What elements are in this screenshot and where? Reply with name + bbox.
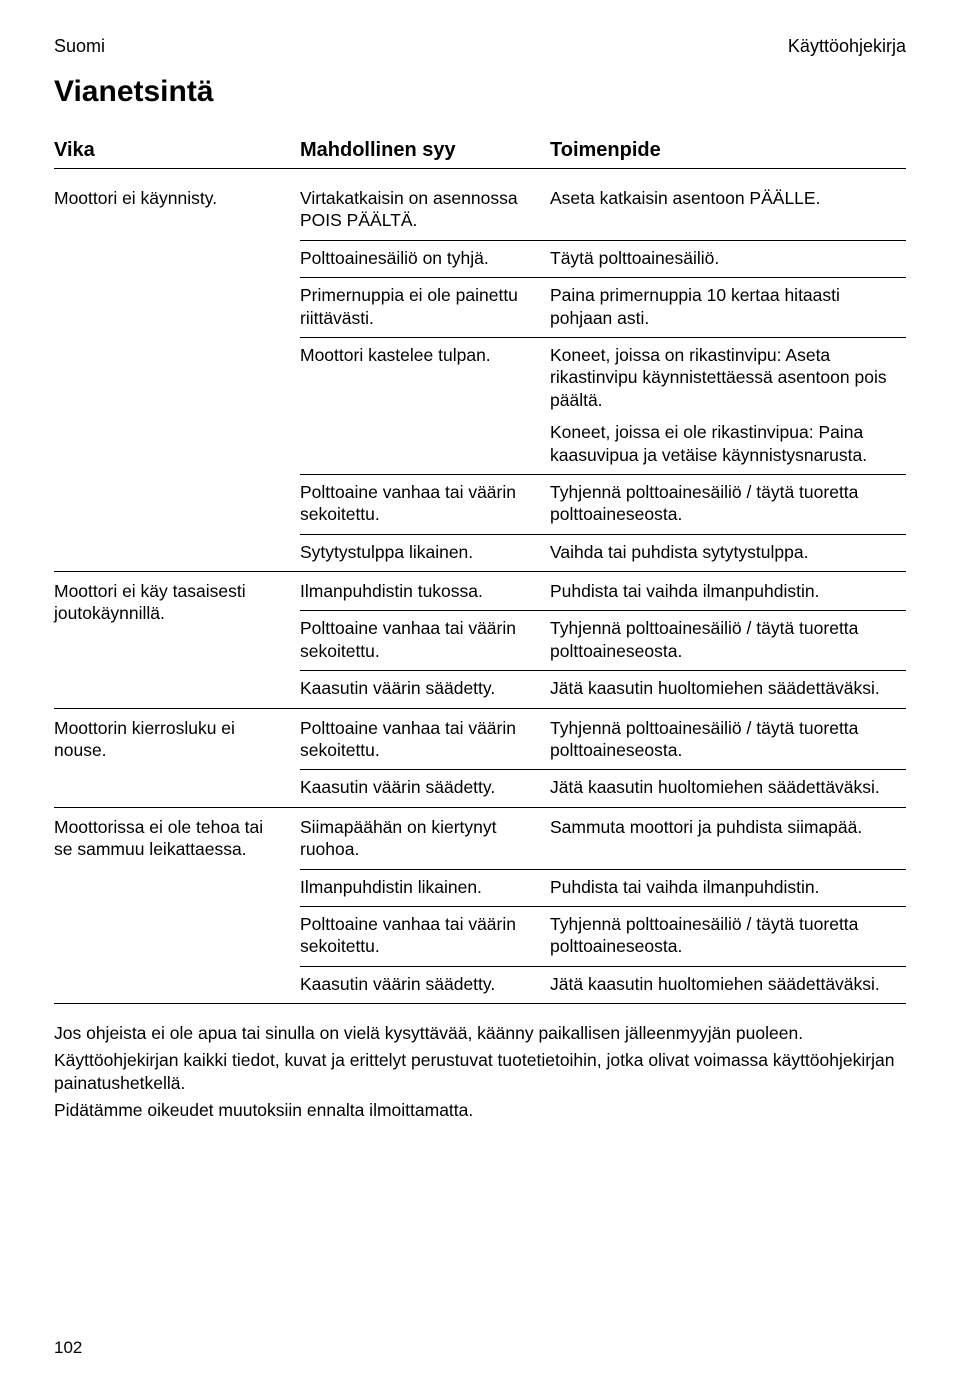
remedy-cell: Puhdista tai vaihda ilmanpuhdistin. — [550, 876, 906, 898]
cause-cell: Polttoainesäiliö on tyhjä. — [300, 247, 550, 269]
cause-row: Polttoaine vanhaa tai väärin sekoitettu.… — [300, 907, 906, 967]
cause-row: Siimapäähän on kiertynyt ruohoa.Sammuta … — [300, 810, 906, 870]
remedy-text: Tyhjennä polttoainesäiliö / täytä tuoret… — [550, 717, 906, 762]
fault-block: Moottorin kierrosluku ei nouse.Polttoain… — [54, 709, 906, 808]
cause-cell: Polttoaine vanhaa tai väärin sekoitettu. — [300, 913, 550, 958]
table-header-row: Vika Mahdollinen syy Toimenpide — [54, 139, 906, 169]
cause-cell: Moottori kastelee tulpan. — [300, 344, 550, 466]
cause-rows: Polttoaine vanhaa tai väärin sekoitettu.… — [300, 711, 906, 807]
troubleshooting-table: Moottori ei käynnisty.Virtakatkaisin on … — [54, 179, 906, 1004]
remedy-cell: Puhdista tai vaihda ilmanpuhdistin. — [550, 580, 906, 602]
footer-line: Jos ohjeista ei ole apua tai sinulla on … — [54, 1022, 906, 1045]
cause-row: Kaasutin väärin säädetty.Jätä kaasutin h… — [300, 770, 906, 806]
col-header-remedy: Toimenpide — [550, 139, 906, 162]
cause-rows: Ilmanpuhdistin tukossa.Puhdista tai vaih… — [300, 574, 906, 708]
cause-cell: Polttoaine vanhaa tai väärin sekoitettu. — [300, 481, 550, 526]
remedy-text: Jätä kaasutin huoltomiehen säädettäväksi… — [550, 776, 906, 798]
cause-row: Ilmanpuhdistin likainen.Puhdista tai vai… — [300, 870, 906, 907]
fault-block: Moottori ei käynnisty.Virtakatkaisin on … — [54, 179, 906, 572]
cause-cell: Sytytystulppa likainen. — [300, 541, 550, 563]
remedy-cell: Jätä kaasutin huoltomiehen säädettäväksi… — [550, 973, 906, 995]
page-number: 102 — [54, 1338, 82, 1358]
remedy-cell: Koneet, joissa on rikastinvipu: Aseta ri… — [550, 344, 906, 466]
fault-block: Moottori ei käy tasaisesti joutokäynnill… — [54, 572, 906, 709]
remedy-text: Jätä kaasutin huoltomiehen säädettäväksi… — [550, 973, 906, 995]
remedy-cell: Tyhjennä polttoainesäiliö / täytä tuoret… — [550, 481, 906, 526]
remedy-cell: Aseta katkaisin asentoon PÄÄLLE. — [550, 187, 906, 232]
footer-line: Käyttöohjekirjan kaikki tiedot, kuvat ja… — [54, 1049, 906, 1095]
cause-row: Polttoaine vanhaa tai väärin sekoitettu.… — [300, 711, 906, 771]
col-header-cause: Mahdollinen syy — [300, 139, 550, 162]
remedy-text: Koneet, joissa on rikastinvipu: Aseta ri… — [550, 344, 906, 411]
cause-row: Kaasutin väärin säädetty.Jätä kaasutin h… — [300, 671, 906, 707]
remedy-text: Vaihda tai puhdista sytytystulppa. — [550, 541, 906, 563]
cause-cell: Kaasutin väärin säädetty. — [300, 776, 550, 798]
footer-line: Pidätämme oikeudet muutoksiin ennalta il… — [54, 1099, 906, 1122]
remedy-cell: Paina primernuppia 10 kertaa hitaasti po… — [550, 284, 906, 329]
cause-cell: Virtakatkaisin on asennossa POIS PÄÄLTÄ. — [300, 187, 550, 232]
remedy-text: Sammuta moottori ja puhdista siimapää. — [550, 816, 906, 838]
cause-row: Primernuppia ei ole painettu riittävästi… — [300, 278, 906, 338]
remedy-cell: Vaihda tai puhdista sytytystulppa. — [550, 541, 906, 563]
cause-row: Sytytystulppa likainen.Vaihda tai puhdis… — [300, 535, 906, 571]
cause-cell: Siimapäähän on kiertynyt ruohoa. — [300, 816, 550, 861]
cause-row: Virtakatkaisin on asennossa POIS PÄÄLTÄ.… — [300, 181, 906, 241]
remedy-cell: Jätä kaasutin huoltomiehen säädettäväksi… — [550, 677, 906, 699]
cause-row: Kaasutin väärin säädetty.Jätä kaasutin h… — [300, 967, 906, 1003]
remedy-text: Tyhjennä polttoainesäiliö / täytä tuoret… — [550, 617, 906, 662]
cause-row: Polttoaine vanhaa tai väärin sekoitettu.… — [300, 611, 906, 671]
remedy-cell: Täytä polttoainesäiliö. — [550, 247, 906, 269]
footer-notes: Jos ohjeista ei ole apua tai sinulla on … — [54, 1022, 906, 1122]
cause-row: Polttoainesäiliö on tyhjä.Täytä polttoai… — [300, 241, 906, 278]
cause-cell: Ilmanpuhdistin tukossa. — [300, 580, 550, 602]
cause-rows: Virtakatkaisin on asennossa POIS PÄÄLTÄ.… — [300, 181, 906, 571]
remedy-text: Aseta katkaisin asentoon PÄÄLLE. — [550, 187, 906, 209]
remedy-text: Täytä polttoainesäiliö. — [550, 247, 906, 269]
running-header: Suomi Käyttöohjekirja — [54, 36, 906, 57]
cause-cell: Ilmanpuhdistin likainen. — [300, 876, 550, 898]
cause-cell: Polttoaine vanhaa tai väärin sekoitettu. — [300, 617, 550, 662]
cause-cell: Kaasutin väärin säädetty. — [300, 973, 550, 995]
fault-block: Moottorissa ei ole tehoa tai se sammuu l… — [54, 808, 906, 1004]
remedy-cell: Jätä kaasutin huoltomiehen säädettäväksi… — [550, 776, 906, 798]
remedy-cell: Sammuta moottori ja puhdista siimapää. — [550, 816, 906, 861]
remedy-text: Tyhjennä polttoainesäiliö / täytä tuoret… — [550, 481, 906, 526]
header-left: Suomi — [54, 36, 105, 57]
remedy-text: Puhdista tai vaihda ilmanpuhdistin. — [550, 876, 906, 898]
remedy-cell: Tyhjennä polttoainesäiliö / täytä tuoret… — [550, 913, 906, 958]
cause-cell: Polttoaine vanhaa tai väärin sekoitettu. — [300, 717, 550, 762]
remedy-cell: Tyhjennä polttoainesäiliö / täytä tuoret… — [550, 717, 906, 762]
remedy-text: Tyhjennä polttoainesäiliö / täytä tuoret… — [550, 913, 906, 958]
remedy-text: Jätä kaasutin huoltomiehen säädettäväksi… — [550, 677, 906, 699]
col-header-fault: Vika — [54, 139, 300, 162]
fault-label: Moottori ei käy tasaisesti joutokäynnill… — [54, 574, 300, 708]
cause-row: Polttoaine vanhaa tai väärin sekoitettu.… — [300, 475, 906, 535]
remedy-text: Puhdista tai vaihda ilmanpuhdistin. — [550, 580, 906, 602]
cause-rows: Siimapäähän on kiertynyt ruohoa.Sammuta … — [300, 810, 906, 1003]
remedy-cell: Tyhjennä polttoainesäiliö / täytä tuoret… — [550, 617, 906, 662]
header-right: Käyttöohjekirja — [788, 36, 906, 57]
page: Suomi Käyttöohjekirja Vianetsintä Vika M… — [0, 0, 960, 1386]
fault-label: Moottorin kierrosluku ei nouse. — [54, 711, 300, 807]
cause-cell: Primernuppia ei ole painettu riittävästi… — [300, 284, 550, 329]
cause-cell: Kaasutin väärin säädetty. — [300, 677, 550, 699]
remedy-text: Koneet, joissa ei ole rikastinvipua: Pai… — [550, 421, 906, 466]
fault-label: Moottorissa ei ole tehoa tai se sammuu l… — [54, 810, 300, 1003]
remedy-text: Paina primernuppia 10 kertaa hitaasti po… — [550, 284, 906, 329]
fault-label: Moottori ei käynnisty. — [54, 181, 300, 571]
page-title: Vianetsintä — [54, 75, 906, 109]
cause-row: Ilmanpuhdistin tukossa.Puhdista tai vaih… — [300, 574, 906, 611]
cause-row: Moottori kastelee tulpan.Koneet, joissa … — [300, 338, 906, 475]
